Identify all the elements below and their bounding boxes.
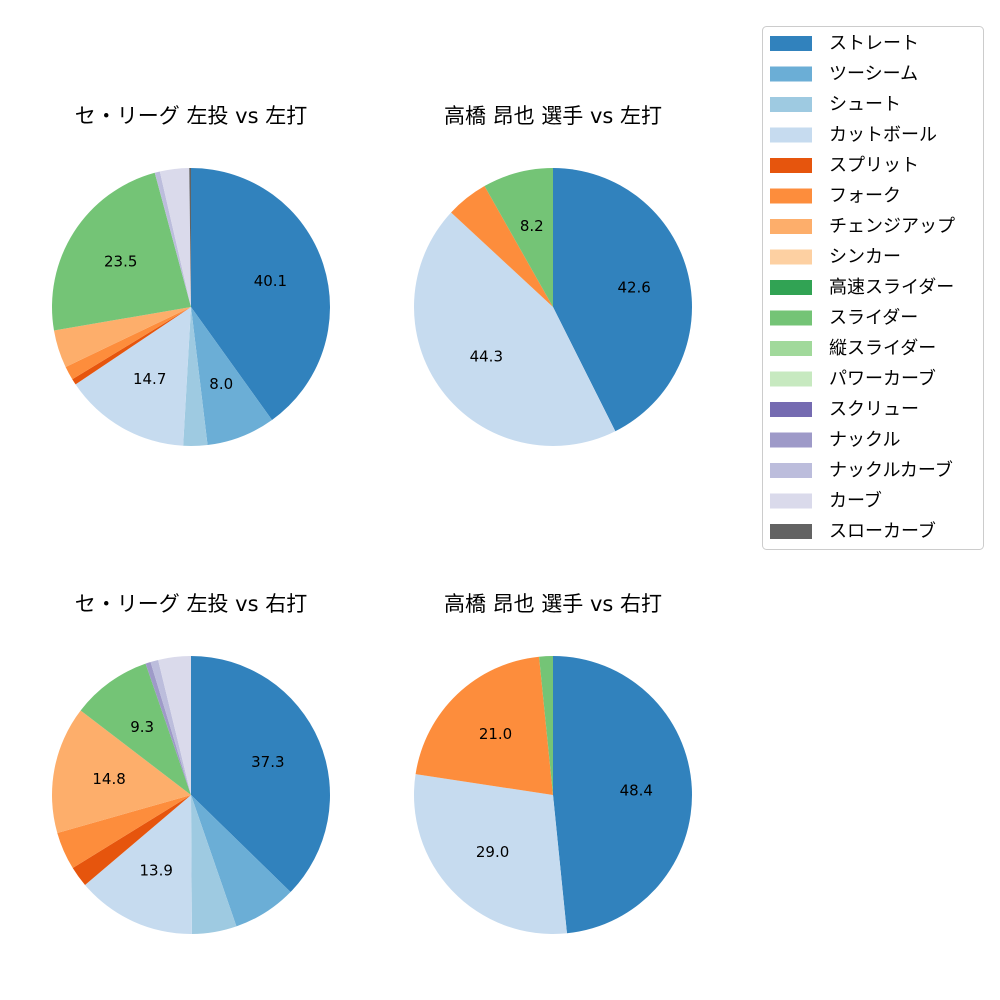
pie-slice <box>183 307 208 446</box>
legend-swatch <box>770 463 812 478</box>
legend-swatch <box>770 66 812 82</box>
legend-swatch <box>770 432 812 448</box>
legend-box <box>762 26 984 550</box>
legend-swatch <box>770 280 812 295</box>
pie-slice <box>191 795 291 927</box>
chart-title: 高橋 昂也 選手 vs 左打 <box>444 104 662 128</box>
pie-slice <box>191 168 330 420</box>
pie-slice <box>539 656 553 795</box>
pie-slice <box>72 795 191 885</box>
legend-label: ナックル <box>829 430 900 451</box>
pie-slice <box>85 795 192 934</box>
pie-slice <box>413 212 616 447</box>
chart-title: セ・リーグ 左投 vs 左打 <box>75 104 307 128</box>
legend-label: チェンジアップ <box>829 216 955 237</box>
pie-slice <box>154 171 191 307</box>
legend-label: カーブ <box>829 490 882 512</box>
legend-swatch <box>770 188 812 204</box>
legend-swatch <box>770 249 812 265</box>
chart-title: 高橋 昂也 選手 vs 右打 <box>444 592 662 616</box>
pie-slice <box>191 795 237 934</box>
slice-label: 48.4 <box>620 781 653 799</box>
slice-label: 37.3 <box>251 753 284 771</box>
pie-slice <box>451 186 553 307</box>
pie-slice <box>189 168 191 307</box>
legend-label: フォーク <box>829 186 901 207</box>
slice-label: 14.8 <box>92 770 125 788</box>
slice-label: 8.2 <box>520 217 544 235</box>
legend-label: スクリュー <box>829 399 919 420</box>
legend-swatch <box>770 371 812 387</box>
legend-swatch <box>770 219 812 234</box>
slice-label: 9.3 <box>130 718 154 736</box>
pie-slice <box>75 307 191 446</box>
legend-swatch <box>770 493 812 509</box>
legend-label: スプリット <box>829 155 919 176</box>
pie-slice <box>51 710 191 833</box>
legend-label: ストレート <box>829 33 919 54</box>
legend-label: ナックルカーブ <box>829 459 953 481</box>
pie-slice <box>145 662 191 795</box>
slice-label: 42.6 <box>617 278 650 296</box>
pie-slice <box>72 307 191 385</box>
legend-label: シンカー <box>829 247 901 268</box>
legend-swatch <box>770 341 812 356</box>
chart-title: セ・リーグ 左投 vs 右打 <box>75 592 307 616</box>
pie-slice <box>51 172 191 331</box>
slice-label: 21.0 <box>479 725 512 743</box>
pie-slice <box>158 656 191 795</box>
slice-label: 13.9 <box>139 861 172 879</box>
legend-swatch <box>770 36 812 51</box>
pie-slice <box>484 168 553 307</box>
pie-slice <box>53 307 192 367</box>
pie-slice <box>191 307 272 446</box>
legend-swatch <box>770 402 812 417</box>
pie-slice <box>65 307 191 380</box>
legend-label: カットボール <box>829 125 937 146</box>
legend-swatch <box>770 127 812 143</box>
slice-label: 23.5 <box>104 253 137 271</box>
slice-label: 40.1 <box>254 272 287 290</box>
legend-swatch <box>770 158 812 173</box>
slice-label: 44.3 <box>470 348 503 366</box>
legend-swatch <box>770 310 812 326</box>
legend-label: 縦スライダー <box>829 338 936 359</box>
pie-slice <box>57 795 191 868</box>
pie-slice <box>553 656 693 934</box>
legend-label: 高速スライダー <box>829 277 954 298</box>
legend-swatch <box>770 524 812 539</box>
pie-slice <box>553 168 692 432</box>
legend-label: スローカーブ <box>829 520 936 542</box>
legend-label: パワーカーブ <box>829 368 936 390</box>
pie-slice <box>159 168 191 307</box>
pie-slice <box>150 659 191 795</box>
legend-label: スライダー <box>829 308 918 329</box>
legend-label: シュート <box>829 94 901 115</box>
pie-slice <box>80 663 191 795</box>
slice-label: 14.7 <box>133 370 166 388</box>
legend-label: ツーシーム <box>829 64 918 85</box>
pie-slice <box>413 774 567 934</box>
pie-slice <box>415 656 553 795</box>
slice-label: 29.0 <box>476 843 509 861</box>
legend-swatch <box>770 97 812 112</box>
slice-label: 8.0 <box>209 375 233 393</box>
pie-slice <box>191 656 330 893</box>
